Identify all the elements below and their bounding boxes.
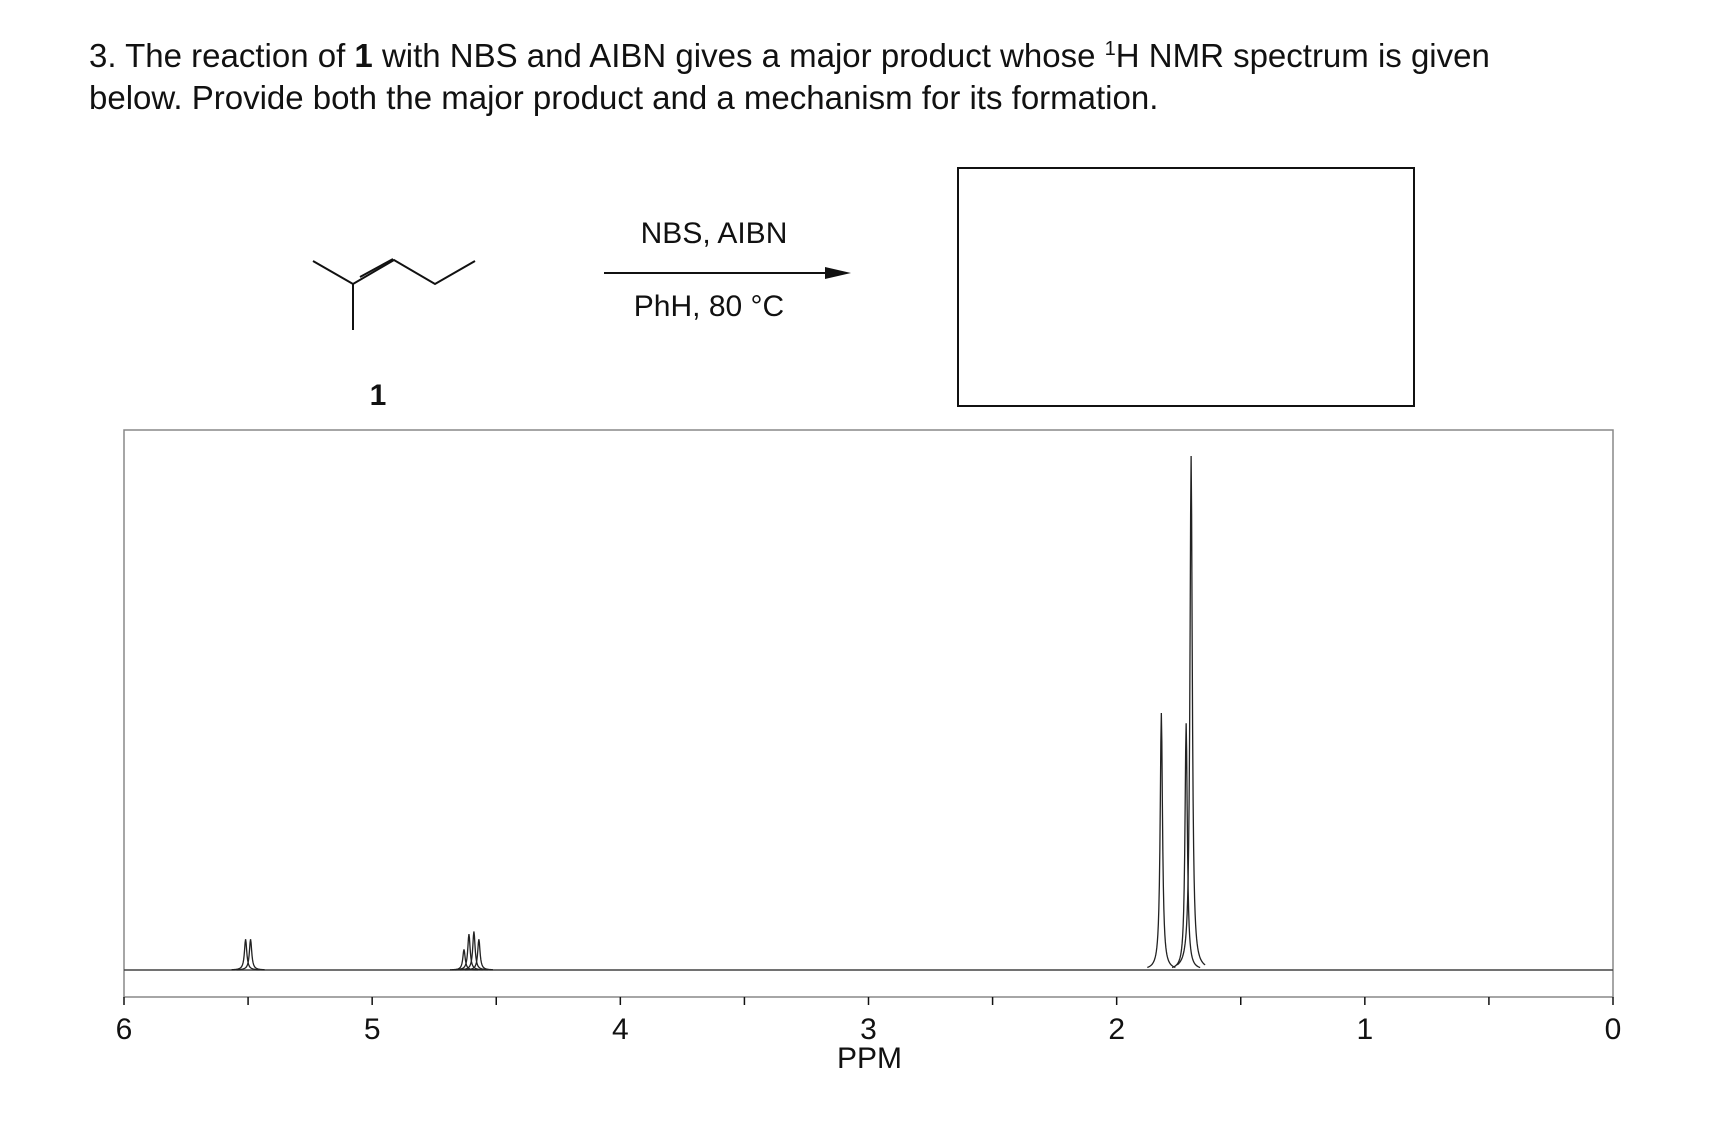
- x-tick-label: 1: [1356, 1013, 1373, 1046]
- peak: [454, 933, 483, 971]
- question-number: 3.: [89, 37, 117, 74]
- question-text: H NMR spectrum is given: [1115, 37, 1490, 74]
- conditions: PhH, 80 °C: [634, 290, 784, 323]
- x-tick-label: 2: [1108, 1013, 1125, 1046]
- question-text: below. Provide both the major product an…: [89, 79, 1159, 116]
- peak: [1171, 723, 1201, 969]
- peak: [231, 939, 260, 971]
- bond: [359, 258, 394, 278]
- arrow-head: [825, 267, 851, 279]
- question-text: with NBS and AIBN gives a major product …: [381, 37, 1096, 74]
- x-axis-label: PPM: [837, 1042, 902, 1075]
- x-tick-label: 5: [364, 1013, 381, 1046]
- question: 3. The reaction of 1 with NBS and AIBN g…: [89, 28, 1490, 119]
- peak: [459, 931, 488, 971]
- question-text: The reaction of: [125, 37, 346, 74]
- peak: [1176, 455, 1206, 966]
- peak: [449, 949, 479, 971]
- peak: [464, 939, 493, 971]
- compound-label: 1: [370, 379, 387, 412]
- x-tick-label: 4: [612, 1013, 629, 1046]
- isotope: 1: [1104, 38, 1116, 60]
- compound-ref: 1: [354, 37, 373, 74]
- reagents: NBS, AIBN: [641, 217, 788, 250]
- bond: [312, 258, 476, 286]
- molecule: [312, 258, 476, 330]
- answer-box[interactable]: [957, 167, 1415, 407]
- spectrum-frame: [123, 429, 1614, 998]
- peak: [236, 939, 265, 971]
- x-tick-label: 6: [116, 1013, 133, 1046]
- x-tick-label: 0: [1605, 1013, 1622, 1046]
- x-tick-label: 3: [860, 1013, 877, 1046]
- peak: [1147, 712, 1176, 969]
